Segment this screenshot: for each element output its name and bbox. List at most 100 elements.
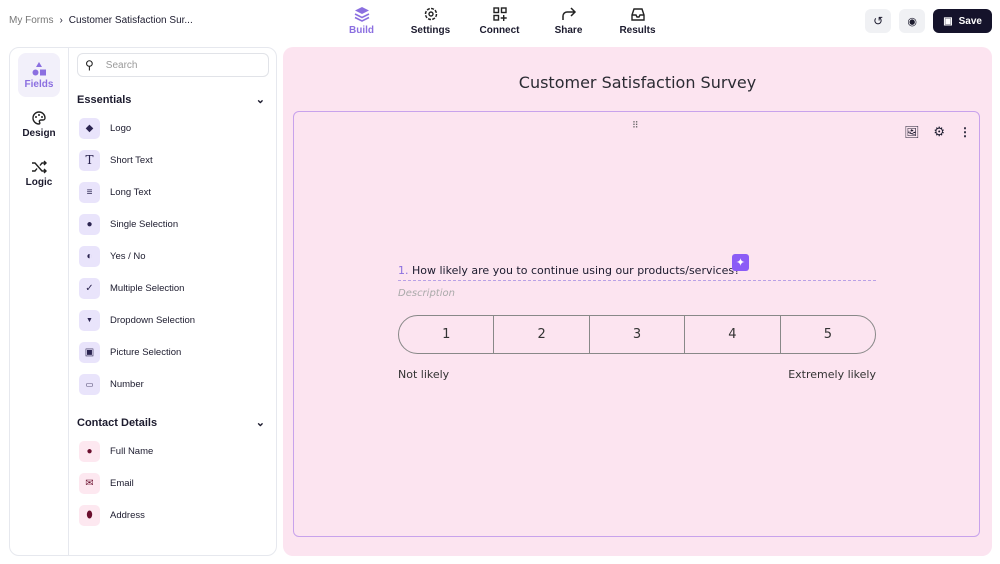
fields-panel: ⚲ Search Essentials ⌄ ◆ Logo T Short Text ≡ L… — [77, 53, 269, 531]
gear-icon — [424, 7, 437, 21]
tab-label: Results — [619, 25, 656, 36]
person-icon: ● — [79, 440, 100, 462]
scale-option[interactable]: 4 — [684, 316, 779, 353]
field-label: Dropdown Selection — [110, 314, 196, 326]
field-label: Number — [110, 378, 144, 390]
scale-option[interactable]: 2 — [493, 316, 588, 353]
form-title[interactable]: Customer Satisfaction Survey — [518, 73, 757, 92]
tab-label: Connect — [479, 25, 520, 36]
form-canvas: Customer Satisfaction Survey ⠿ 🖼 ⚙ ⋮ ✦ 1… — [283, 47, 992, 556]
top-nav: Build Settings Connect Share Results — [327, 4, 672, 36]
paragraph-icon: ≡ — [79, 181, 100, 203]
history-icon: ↺ — [873, 14, 884, 28]
save-label: Save — [958, 15, 982, 27]
section-contact-details[interactable]: Contact Details ⌄ — [77, 416, 269, 430]
tab-label: Share — [554, 25, 583, 36]
ai-sparkle-icon[interactable]: ✦ — [732, 254, 749, 271]
scale-option[interactable]: 5 — [779, 316, 875, 353]
yin-yang-icon: ◐ — [79, 245, 100, 267]
field-label: Full Name — [110, 445, 154, 457]
scale-option[interactable]: 1 — [442, 327, 451, 342]
rail-design[interactable]: Design — [18, 102, 60, 146]
breadcrumb-separator: › — [59, 15, 63, 26]
question-card[interactable]: ⠿ 🖼 ⚙ ⋮ ✦ 1. How likely are you to conti… — [293, 111, 980, 537]
shapes-icon — [32, 62, 46, 76]
scale-option[interactable]: 3 — [588, 316, 684, 353]
field-yes-no[interactable]: ◐ Yes / No — [77, 240, 269, 272]
field-label: Long Text — [110, 186, 152, 198]
question-label: How likely are you to continue using our… — [412, 264, 740, 277]
field-dropdown-selection[interactable]: ▼ Dropdown Selection — [77, 304, 269, 336]
tab-settings[interactable]: Settings — [396, 4, 465, 36]
max-label[interactable]: Extremely likely — [788, 368, 876, 381]
section-essentials[interactable]: Essentials ⌄ — [77, 93, 269, 107]
share-arrow-icon — [561, 7, 576, 20]
description-input[interactable]: Description — [398, 288, 455, 299]
check-icon: ✓ — [79, 277, 100, 299]
search-placeholder: Search — [105, 59, 138, 71]
field-picture-selection[interactable]: ▣ Picture Selection — [77, 336, 269, 368]
tab-build[interactable]: Build — [327, 4, 396, 36]
field-full-name[interactable]: ● Full Name — [77, 435, 269, 467]
field-label: Address — [110, 509, 145, 521]
rating-scale: 1 2 3 4 5 — [398, 315, 876, 354]
text-icon: T — [79, 149, 100, 171]
chevron-down-icon: ⌄ — [255, 417, 265, 429]
field-label: Yes / No — [110, 250, 146, 262]
field-label: Short Text — [110, 154, 153, 166]
shuffle-icon — [32, 160, 47, 174]
caret-down-icon: ▼ — [79, 309, 100, 331]
section-title: Contact Details — [77, 416, 158, 429]
drag-handle-icon[interactable]: ⠿ — [632, 120, 640, 130]
save-icon: ▣ — [943, 15, 953, 27]
breadcrumb-current: Customer Satisfaction Sur... — [68, 15, 193, 26]
field-logo[interactable]: ◆ Logo — [77, 112, 269, 144]
side-rail: Fields Design Logic — [10, 48, 69, 555]
field-multiple-selection[interactable]: ✓ Multiple Selection — [77, 272, 269, 304]
check-circle-icon: ● — [79, 213, 100, 235]
field-label: Picture Selection — [110, 346, 182, 358]
field-short-text[interactable]: T Short Text — [77, 144, 269, 176]
tab-share[interactable]: Share — [534, 4, 603, 36]
field-number[interactable]: ▭ Number — [77, 368, 269, 400]
field-long-text[interactable]: ≡ Long Text — [77, 176, 269, 208]
eye-icon: ◉ — [907, 15, 917, 28]
number-icon: ▭ — [79, 373, 100, 395]
search-icon: ⚲ — [85, 58, 94, 72]
min-label[interactable]: Not likely — [398, 368, 450, 381]
field-email[interactable]: ✉ Email — [77, 467, 269, 499]
palette-icon — [32, 111, 46, 125]
image-icon[interactable]: 🖼 — [904, 125, 920, 139]
field-label: Multiple Selection — [110, 282, 185, 294]
map-pin-icon: ⬮ — [79, 504, 100, 526]
field-label: Logo — [110, 122, 132, 134]
tab-label: Build — [349, 25, 374, 36]
save-button[interactable]: ▣ Save — [933, 9, 992, 33]
section-title: Essentials — [77, 93, 132, 106]
tab-connect[interactable]: Connect — [465, 4, 534, 36]
image-icon: ▣ — [79, 341, 100, 363]
apps-plus-icon — [492, 7, 507, 21]
envelope-icon: ✉ — [79, 472, 100, 494]
rail-label: Fields — [24, 79, 54, 90]
layers-icon — [354, 7, 369, 22]
preview-button[interactable]: ◉ — [899, 9, 926, 33]
history-button[interactable]: ↺ — [865, 9, 892, 33]
inbox-icon — [630, 8, 645, 21]
rail-fields[interactable]: Fields — [18, 53, 60, 97]
tab-label: Settings — [410, 25, 451, 36]
question-number: 1. — [398, 264, 409, 277]
field-address[interactable]: ⬮ Address — [77, 499, 269, 531]
rail-logic[interactable]: Logic — [18, 151, 60, 195]
tab-results[interactable]: Results — [603, 4, 672, 36]
search-input[interactable]: ⚲ Search — [77, 53, 269, 77]
breadcrumb-root[interactable]: My Forms — [9, 15, 54, 26]
rail-label: Logic — [25, 177, 53, 188]
more-vertical-icon[interactable]: ⋮ — [959, 125, 971, 139]
question-text[interactable]: 1. How likely are you to continue using … — [398, 264, 876, 281]
field-label: Email — [110, 477, 134, 489]
field-label: Single Selection — [110, 218, 179, 230]
gear-icon[interactable]: ⚙ — [933, 124, 945, 139]
field-single-selection[interactable]: ● Single Selection — [77, 208, 269, 240]
rail-label: Design — [22, 128, 56, 139]
